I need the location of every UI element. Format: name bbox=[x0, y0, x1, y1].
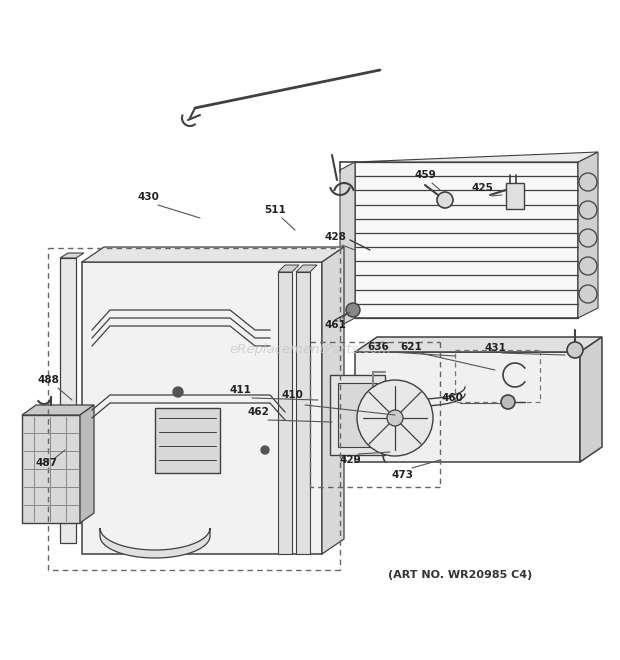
Text: 428: 428 bbox=[324, 232, 346, 242]
Circle shape bbox=[346, 303, 360, 317]
Polygon shape bbox=[578, 152, 598, 318]
Text: 430: 430 bbox=[137, 192, 159, 202]
Circle shape bbox=[387, 410, 403, 426]
Text: 621: 621 bbox=[400, 342, 422, 352]
Polygon shape bbox=[296, 272, 310, 554]
Text: 511: 511 bbox=[264, 205, 286, 215]
Polygon shape bbox=[355, 152, 598, 162]
Polygon shape bbox=[355, 352, 580, 462]
Circle shape bbox=[173, 387, 183, 397]
Circle shape bbox=[357, 380, 433, 456]
Bar bbox=[506, 183, 524, 209]
Circle shape bbox=[261, 446, 269, 454]
Text: 431: 431 bbox=[484, 343, 506, 353]
Circle shape bbox=[437, 192, 453, 208]
Circle shape bbox=[501, 395, 515, 409]
Polygon shape bbox=[60, 258, 76, 543]
Polygon shape bbox=[278, 272, 292, 554]
Text: 462: 462 bbox=[247, 407, 269, 417]
Polygon shape bbox=[82, 247, 344, 262]
Text: eReplacementParts.com: eReplacementParts.com bbox=[229, 343, 391, 356]
Text: 459: 459 bbox=[414, 170, 436, 180]
Polygon shape bbox=[100, 528, 210, 558]
Polygon shape bbox=[22, 415, 80, 523]
Polygon shape bbox=[355, 337, 602, 352]
Text: 488: 488 bbox=[37, 375, 59, 385]
Circle shape bbox=[567, 342, 583, 358]
Text: (ART NO. WR20985 C4): (ART NO. WR20985 C4) bbox=[388, 570, 532, 580]
Polygon shape bbox=[82, 262, 322, 554]
Polygon shape bbox=[330, 375, 385, 455]
Polygon shape bbox=[80, 405, 94, 523]
Text: 487: 487 bbox=[36, 458, 58, 468]
Polygon shape bbox=[60, 253, 84, 258]
Polygon shape bbox=[22, 405, 94, 415]
Text: 410: 410 bbox=[281, 390, 303, 400]
Polygon shape bbox=[355, 162, 578, 318]
Polygon shape bbox=[278, 265, 299, 272]
Text: 411: 411 bbox=[229, 385, 251, 395]
Text: 460: 460 bbox=[441, 393, 463, 403]
Polygon shape bbox=[155, 408, 220, 473]
Text: 636: 636 bbox=[367, 342, 389, 352]
Polygon shape bbox=[580, 337, 602, 462]
Text: 473: 473 bbox=[392, 470, 414, 480]
Text: 429: 429 bbox=[339, 455, 361, 465]
Polygon shape bbox=[296, 265, 317, 272]
Polygon shape bbox=[340, 162, 355, 326]
Text: 425: 425 bbox=[471, 183, 493, 193]
Text: 461: 461 bbox=[324, 320, 346, 330]
Bar bbox=[338, 383, 377, 447]
Polygon shape bbox=[322, 247, 344, 554]
